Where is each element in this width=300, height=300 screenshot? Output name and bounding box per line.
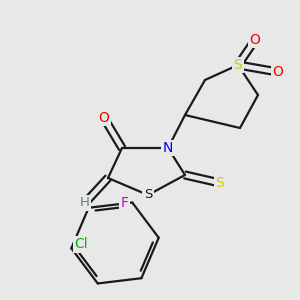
Text: O: O <box>250 33 260 47</box>
Text: F: F <box>120 196 128 209</box>
Text: S: S <box>216 176 224 190</box>
Text: H: H <box>80 196 90 209</box>
Text: S: S <box>234 58 242 72</box>
Text: F: F <box>120 196 128 209</box>
Text: O: O <box>99 111 110 125</box>
Text: S: S <box>144 188 152 202</box>
Text: Cl: Cl <box>74 237 88 251</box>
Text: S: S <box>216 176 224 190</box>
Text: O: O <box>250 33 260 47</box>
Text: S: S <box>144 188 152 202</box>
Text: O: O <box>99 111 110 125</box>
Text: Cl: Cl <box>74 237 88 251</box>
Text: H: H <box>80 196 90 209</box>
Text: S: S <box>234 58 242 72</box>
Text: N: N <box>163 141 173 155</box>
Text: O: O <box>273 65 283 79</box>
Text: N: N <box>163 141 173 155</box>
Text: O: O <box>273 65 283 79</box>
